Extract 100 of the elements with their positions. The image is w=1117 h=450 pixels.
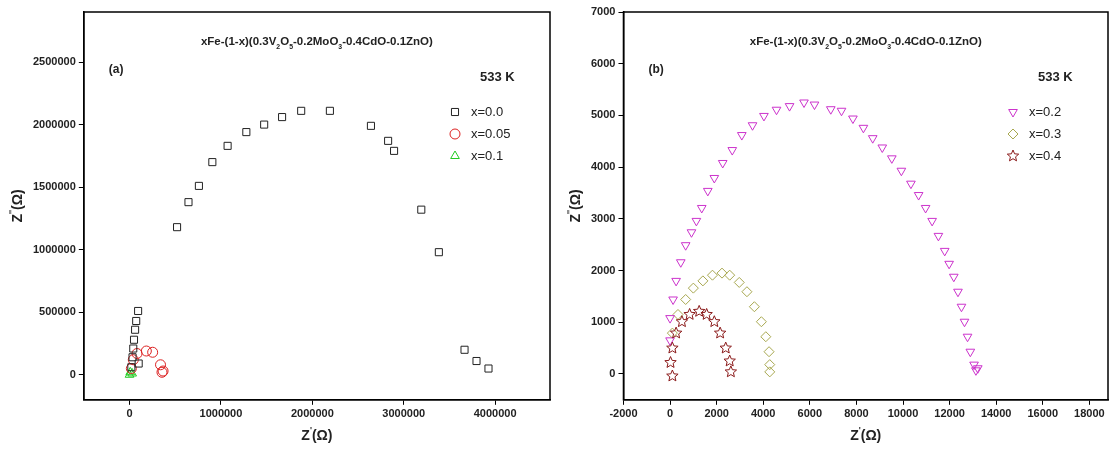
y-tick-label: 6000	[590, 56, 616, 69]
x-tick-label: 6000	[797, 407, 823, 420]
x-tick-label: -2000	[609, 407, 638, 420]
y-tick-label: 3000	[590, 211, 616, 224]
x-tick-label: 2000	[704, 407, 729, 420]
point	[953, 288, 963, 298]
point	[736, 132, 747, 141]
point	[944, 260, 954, 270]
point	[242, 128, 251, 137]
x-tick-label: 0	[126, 407, 133, 420]
point	[877, 144, 888, 153]
point	[799, 99, 809, 108]
point	[702, 187, 713, 197]
y-tick-label: 2000	[590, 263, 616, 276]
point	[784, 103, 795, 112]
point	[127, 354, 139, 366]
point	[140, 345, 152, 357]
point	[680, 242, 691, 251]
point	[669, 326, 683, 339]
point	[686, 229, 697, 238]
point	[666, 327, 678, 339]
x-tick-label: 18000	[1074, 407, 1105, 420]
x-tick-label: 8000	[844, 407, 869, 420]
point	[920, 204, 931, 214]
point	[665, 337, 675, 346]
point	[709, 174, 720, 184]
point	[208, 158, 217, 167]
legend-label: x=0.3	[1029, 125, 1062, 141]
point	[417, 205, 426, 214]
point	[962, 333, 973, 343]
y-tick-label: 2500000	[33, 55, 76, 68]
point	[692, 304, 706, 317]
point	[384, 136, 393, 145]
point	[969, 361, 979, 371]
point	[366, 121, 375, 130]
point	[723, 354, 736, 367]
point	[666, 369, 679, 382]
x-tick-label: 3000000	[382, 407, 426, 420]
point	[129, 344, 138, 353]
x-tick-label: 4000	[751, 407, 776, 420]
point	[691, 217, 702, 227]
y-tick-label: 0	[609, 366, 616, 379]
point	[131, 325, 140, 334]
point	[809, 101, 820, 111]
point	[755, 316, 767, 328]
point	[194, 181, 203, 190]
point	[887, 155, 897, 164]
point	[741, 286, 753, 298]
x-tick-label: 16000	[1027, 407, 1059, 420]
point	[906, 180, 916, 190]
y-tick-label: 1500000	[33, 180, 76, 193]
y-axis-title: Z''(Ω)	[564, 189, 583, 223]
legend-label: x=0.1	[471, 147, 504, 163]
point	[129, 335, 139, 344]
point	[939, 247, 950, 257]
point	[896, 167, 907, 177]
point	[724, 269, 736, 281]
point	[325, 106, 334, 115]
x-tick-label: 14000	[980, 407, 1012, 420]
point	[184, 198, 193, 207]
point	[696, 204, 707, 214]
y-tick-label: 500000	[39, 305, 76, 318]
x-tick-label: 0	[667, 407, 674, 420]
point	[747, 122, 758, 131]
point	[759, 112, 769, 122]
point	[665, 315, 675, 324]
x-tick-label: 12000	[934, 407, 965, 420]
annotation: 533 K	[480, 68, 516, 84]
point	[260, 120, 269, 129]
x-tick-label: 10000	[887, 407, 919, 420]
legend-label: x=0.05	[471, 125, 511, 141]
point	[664, 356, 677, 368]
point	[697, 275, 709, 287]
point	[278, 113, 287, 122]
x-tick-label: 4000000	[473, 407, 517, 420]
point	[666, 341, 679, 354]
point	[836, 107, 847, 117]
point	[760, 331, 772, 343]
legend-label: x=0.0	[471, 103, 504, 119]
point	[959, 318, 970, 328]
point	[668, 296, 678, 305]
x-axis-title: Z'(Ω)	[301, 424, 333, 443]
point	[434, 248, 443, 257]
point	[460, 345, 469, 354]
point	[933, 232, 944, 242]
point	[683, 307, 696, 320]
point	[956, 303, 967, 313]
point	[147, 346, 159, 358]
y-tick-label: 4000	[590, 160, 616, 173]
point	[763, 346, 775, 358]
point	[484, 364, 493, 373]
point	[733, 276, 745, 288]
x-axis-title: Z'(Ω)	[850, 424, 882, 443]
point	[155, 359, 167, 371]
legend-label: x=0.4	[1029, 147, 1062, 163]
point	[716, 267, 728, 279]
point	[867, 135, 878, 144]
point	[748, 301, 760, 313]
point	[858, 124, 869, 134]
annotation: (a)	[108, 62, 124, 77]
